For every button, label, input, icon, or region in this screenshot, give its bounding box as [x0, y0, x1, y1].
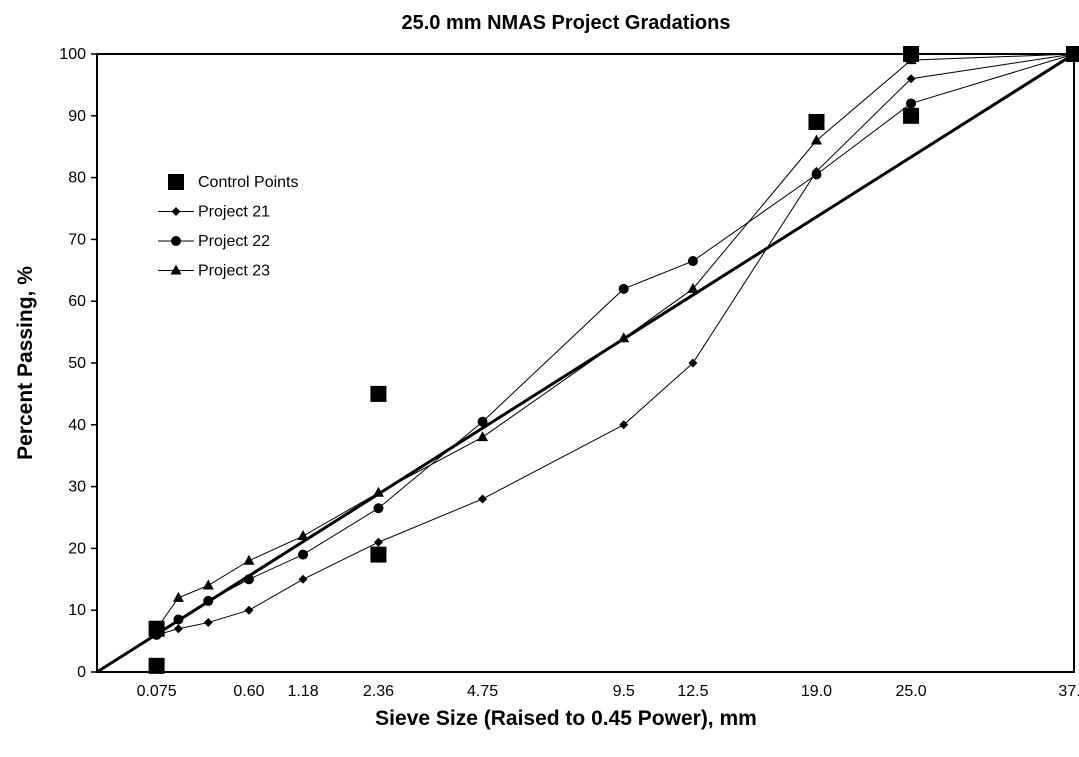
series-point [373, 537, 383, 547]
control-point [148, 620, 165, 637]
legend-marker [171, 207, 181, 216]
chart-title: 25.0 mm NMAS Project Gradations [402, 12, 731, 34]
x-tick-label: 37.5 [1058, 683, 1079, 700]
series-point [298, 549, 309, 560]
x-tick-label: 2.36 [363, 683, 394, 700]
control-point [148, 657, 165, 674]
series-point [244, 605, 254, 615]
series-point [619, 420, 629, 430]
series-point [372, 486, 384, 497]
y-tick-label: 10 [68, 602, 86, 619]
series-point [906, 98, 917, 109]
y-tick-label: 30 [68, 479, 86, 496]
y-axis-title: Percent Passing, % [14, 266, 37, 460]
series-point [618, 283, 629, 294]
series-point [688, 358, 698, 368]
y-tick-label: 80 [68, 170, 86, 187]
series-point [202, 579, 214, 590]
legend-marker [170, 264, 182, 275]
legend-marker [171, 236, 181, 246]
series-point [173, 624, 183, 634]
y-tick-label: 90 [68, 108, 86, 125]
series-point [477, 416, 488, 427]
legend-label: Project 23 [198, 263, 270, 280]
y-tick-label: 60 [68, 293, 86, 310]
y-tick-label: 20 [68, 540, 86, 557]
legend-marker-control-points [168, 174, 184, 190]
series-point [810, 134, 822, 145]
series-point [203, 595, 214, 606]
x-tick-label: 25.0 [895, 683, 926, 700]
plot-area: 0 10 20 30 40 50 60 70 80 90 100 0.075 0.60 1.18 2.36 4… [59, 46, 1079, 700]
series-point [373, 503, 384, 514]
x-tick-label: 4.75 [467, 683, 498, 700]
series-point [297, 530, 309, 541]
y-tick-label: 0 [77, 664, 86, 681]
y-tick-label: 50 [68, 355, 86, 372]
series-point [906, 74, 916, 84]
series-point [243, 574, 254, 585]
legend-label: Control Points [198, 174, 299, 191]
series-line [156, 53, 1075, 630]
series-point [477, 431, 489, 442]
legend: Control Points Project 21 Project 22 Projec… [158, 174, 299, 280]
control-point [903, 46, 920, 62]
series-point [687, 256, 698, 267]
series-point [203, 618, 213, 628]
series-point [478, 494, 488, 504]
legend-label: Project 21 [198, 204, 270, 221]
control-point [370, 546, 387, 563]
y-tick-label: 40 [68, 417, 86, 434]
y-tick-label: 70 [68, 231, 86, 248]
x-tick-label: 9.5 [613, 683, 635, 700]
control-point [903, 107, 920, 124]
x-tick-label: 1.18 [287, 683, 318, 700]
x-tick-label: 19.0 [801, 683, 832, 700]
legend-label: Project 22 [198, 233, 270, 250]
series-point [298, 574, 308, 584]
control-point [808, 113, 825, 130]
series-point [811, 169, 822, 180]
y-tick-label: 100 [59, 46, 86, 63]
x-axis-title: Sieve Size (Raised to 0.45 Power), mm [375, 707, 757, 730]
series-point [687, 282, 699, 293]
series-point [618, 332, 630, 343]
control-point [1066, 46, 1079, 62]
series-line [156, 53, 1075, 636]
series-point [173, 614, 184, 625]
x-tick-label: 12.5 [677, 683, 708, 700]
x-tick-label: 0.60 [233, 683, 264, 700]
max-density-line [96, 52, 1075, 674]
x-tick-label: 0.075 [137, 683, 177, 700]
control-point [370, 385, 387, 402]
series-point [243, 554, 255, 565]
series-point [172, 591, 184, 602]
